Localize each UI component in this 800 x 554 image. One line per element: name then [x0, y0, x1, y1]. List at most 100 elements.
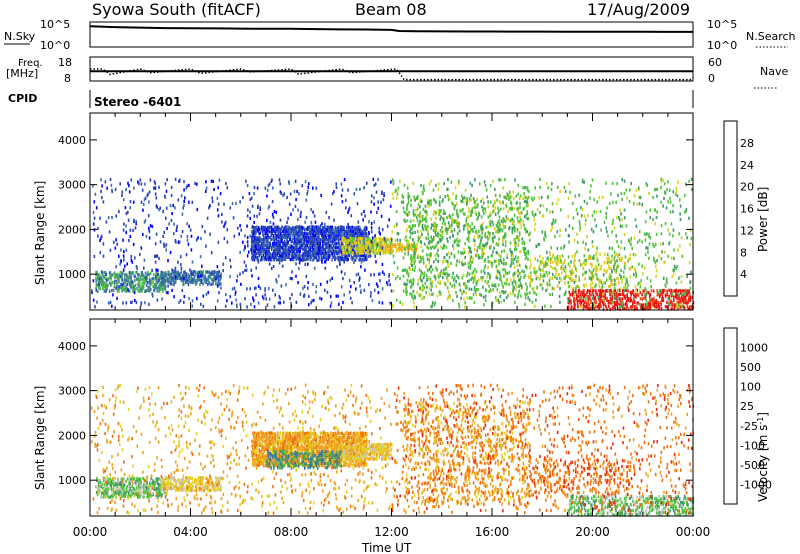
- range-gate-cell: [618, 303, 621, 307]
- range-gate-cell: [498, 291, 501, 295]
- range-gate-cell: [443, 182, 446, 186]
- range-gate-cell: [118, 210, 120, 214]
- range-gate-cell: [280, 191, 283, 195]
- range-gate-cell: [617, 264, 619, 268]
- range-gate-cell: [684, 295, 687, 299]
- range-gate-cell: [412, 249, 415, 253]
- range-gate-cell: [383, 251, 386, 255]
- range-gate-cell: [336, 233, 338, 237]
- range-gate-cell: [406, 219, 408, 223]
- range-gate-cell: [122, 238, 124, 242]
- range-gate-cell: [255, 241, 258, 245]
- range-gate-cell: [282, 229, 285, 233]
- range-gate-cell: [248, 191, 251, 196]
- range-gate-cell: [442, 209, 445, 213]
- range-gate-cell: [276, 280, 278, 284]
- range-gate-cell: [483, 180, 486, 184]
- range-gate-cell: [608, 273, 611, 277]
- range-gate-cell: [481, 226, 484, 230]
- range-gate-cell: [230, 265, 232, 269]
- range-gate-cell: [342, 236, 345, 240]
- range-gate-cell: [377, 177, 379, 182]
- range-gate-cell: [449, 236, 451, 240]
- range-gate-cell: [450, 229, 452, 233]
- range-gate-cell: [292, 229, 294, 233]
- range-gate-cell: [129, 200, 132, 204]
- range-gate-cell: [592, 271, 594, 275]
- range-gate-cell: [175, 280, 177, 284]
- range-gate-cell: [637, 293, 639, 297]
- range-gate-cell: [334, 243, 337, 247]
- range-gate-cell: [105, 220, 108, 224]
- range-gate-cell: [200, 271, 203, 275]
- range-gate-cell: [177, 274, 179, 278]
- range-gate-cell: [454, 239, 457, 243]
- range-gate-cell: [304, 252, 307, 257]
- range-gate-cell: [382, 198, 385, 202]
- range-gate-cell: [421, 271, 424, 276]
- range-gate-cell: [583, 289, 585, 293]
- range-gate-cell: [325, 236, 328, 240]
- range-gate-cell: [491, 261, 494, 265]
- range-gate-cell: [509, 250, 512, 254]
- range-gate-cell: [307, 246, 310, 250]
- range-gate-cell: [517, 242, 519, 246]
- range-gate-cell: [268, 297, 271, 301]
- range-gate-cell: [147, 281, 149, 285]
- range-gate-cell: [409, 257, 412, 261]
- range-gate-cell: [463, 290, 465, 294]
- range-gate-cell: [439, 290, 441, 295]
- range-gate-cell: [353, 226, 355, 230]
- range-gate-cell: [676, 297, 678, 301]
- range-gate-cell: [246, 184, 249, 188]
- range-gate-cell: [404, 268, 406, 272]
- range-gate-cell: [387, 251, 390, 255]
- range-gate-cell: [215, 270, 218, 274]
- range-gate-cell: [279, 218, 282, 222]
- range-gate-cell: [483, 266, 486, 270]
- range-gate-cell: [446, 286, 449, 290]
- range-gate-cell: [305, 215, 308, 220]
- range-gate-cell: [311, 258, 314, 262]
- range-gate-cell: [317, 252, 320, 256]
- range-gate-cell: [616, 295, 618, 299]
- range-gate-cell: [297, 208, 299, 212]
- range-gate-cell: [121, 282, 124, 286]
- range-gate-cell: [264, 186, 267, 190]
- freq-left-label-line2: [MHz]: [6, 67, 38, 80]
- range-gate-cell: [444, 195, 446, 199]
- range-gate-cell: [462, 263, 465, 267]
- range-gate-cell: [482, 197, 484, 201]
- range-gate-cell: [608, 266, 610, 270]
- range-gate-cell: [95, 286, 97, 290]
- range-gate-cell: [426, 277, 429, 281]
- range-gate-cell: [505, 279, 508, 283]
- range-gate-cell: [317, 247, 319, 251]
- range-gate-cell: [475, 270, 478, 274]
- range-gate-cell: [673, 295, 675, 299]
- range-gate-cell: [487, 200, 489, 204]
- range-gate-cell: [95, 270, 97, 274]
- range-gate-cell: [272, 228, 275, 232]
- range-gate-cell: [303, 237, 305, 241]
- range-gate-cell: [688, 299, 690, 303]
- range-gate-cell: [156, 272, 158, 276]
- range-gate-cell: [430, 226, 432, 230]
- range-gate-cell: [380, 245, 382, 249]
- range-gate-cell: [287, 240, 289, 244]
- range-gate-cell: [531, 198, 534, 202]
- range-gate-cell: [204, 270, 207, 274]
- range-gate-cell: [309, 234, 312, 238]
- range-gate-cell: [516, 200, 519, 205]
- range-gate-cell: [123, 283, 125, 287]
- range-gate-cell: [318, 247, 321, 251]
- range-gate-cell: [351, 229, 353, 233]
- range-gate-cell: [418, 222, 420, 226]
- range-gate-cell: [457, 243, 460, 247]
- range-gate-cell: [614, 307, 617, 311]
- range-gate-cell: [390, 249, 393, 253]
- range-gate-cell: [456, 259, 458, 263]
- range-gate-cell: [378, 272, 380, 276]
- range-gate-cell: [509, 225, 511, 230]
- range-gate-cell: [515, 285, 518, 289]
